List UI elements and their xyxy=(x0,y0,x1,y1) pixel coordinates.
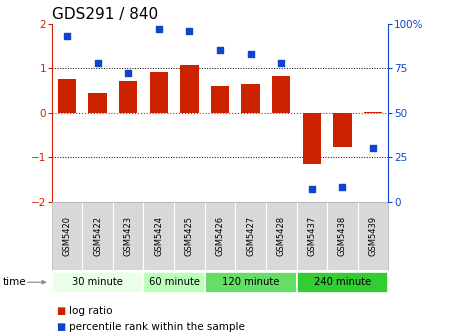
Bar xyxy=(242,84,260,113)
Point xyxy=(124,71,132,76)
Text: percentile rank within the sample: percentile rank within the sample xyxy=(69,322,245,332)
Text: GSM5422: GSM5422 xyxy=(93,216,102,256)
Point xyxy=(277,60,285,66)
Text: GSM5420: GSM5420 xyxy=(62,216,71,256)
Text: GSM5438: GSM5438 xyxy=(338,216,347,256)
Text: ■: ■ xyxy=(56,306,66,316)
Point xyxy=(247,51,254,56)
Point xyxy=(308,186,316,192)
Bar xyxy=(119,81,137,113)
Bar xyxy=(205,271,296,293)
Text: GSM5426: GSM5426 xyxy=(216,216,224,256)
Bar xyxy=(272,76,291,113)
Bar xyxy=(303,113,321,164)
Point xyxy=(155,26,163,32)
Text: GSM5439: GSM5439 xyxy=(369,216,378,256)
Text: time: time xyxy=(2,277,26,287)
Bar xyxy=(144,271,205,293)
Text: GSM5425: GSM5425 xyxy=(185,216,194,256)
Text: log ratio: log ratio xyxy=(69,306,112,316)
Text: 120 minute: 120 minute xyxy=(222,277,279,287)
Text: GSM5424: GSM5424 xyxy=(154,216,163,256)
Text: GDS291 / 840: GDS291 / 840 xyxy=(52,7,158,23)
Point xyxy=(94,60,101,66)
Bar xyxy=(296,271,388,293)
Bar xyxy=(333,113,352,147)
Text: GSM5427: GSM5427 xyxy=(246,216,255,256)
Point xyxy=(63,33,70,39)
Text: ■: ■ xyxy=(56,322,66,332)
Bar xyxy=(180,65,198,113)
Point xyxy=(339,185,346,190)
Point xyxy=(186,28,193,33)
Bar xyxy=(211,86,229,113)
Bar xyxy=(58,79,76,113)
Bar xyxy=(150,73,168,113)
Bar xyxy=(364,112,382,113)
Point xyxy=(216,47,224,53)
Text: GSM5428: GSM5428 xyxy=(277,216,286,256)
Bar xyxy=(88,92,107,113)
Text: 240 minute: 240 minute xyxy=(314,277,371,287)
Text: GSM5437: GSM5437 xyxy=(308,216,317,256)
Text: 60 minute: 60 minute xyxy=(149,277,200,287)
Point xyxy=(370,145,377,151)
Bar xyxy=(52,271,144,293)
Text: 30 minute: 30 minute xyxy=(72,277,123,287)
Text: GSM5423: GSM5423 xyxy=(123,216,132,256)
